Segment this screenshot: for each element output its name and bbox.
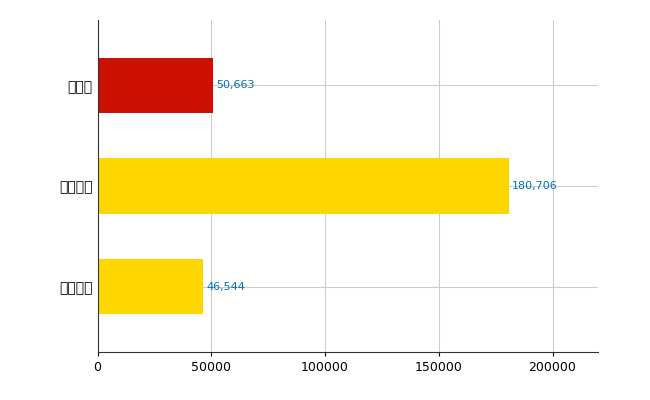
Text: 46,544: 46,544 [207, 282, 246, 292]
Bar [98, 58, 213, 113]
Bar [98, 158, 508, 214]
Text: 50,663: 50,663 [216, 80, 255, 90]
Text: 180,706: 180,706 [512, 181, 558, 191]
Bar [98, 259, 203, 314]
